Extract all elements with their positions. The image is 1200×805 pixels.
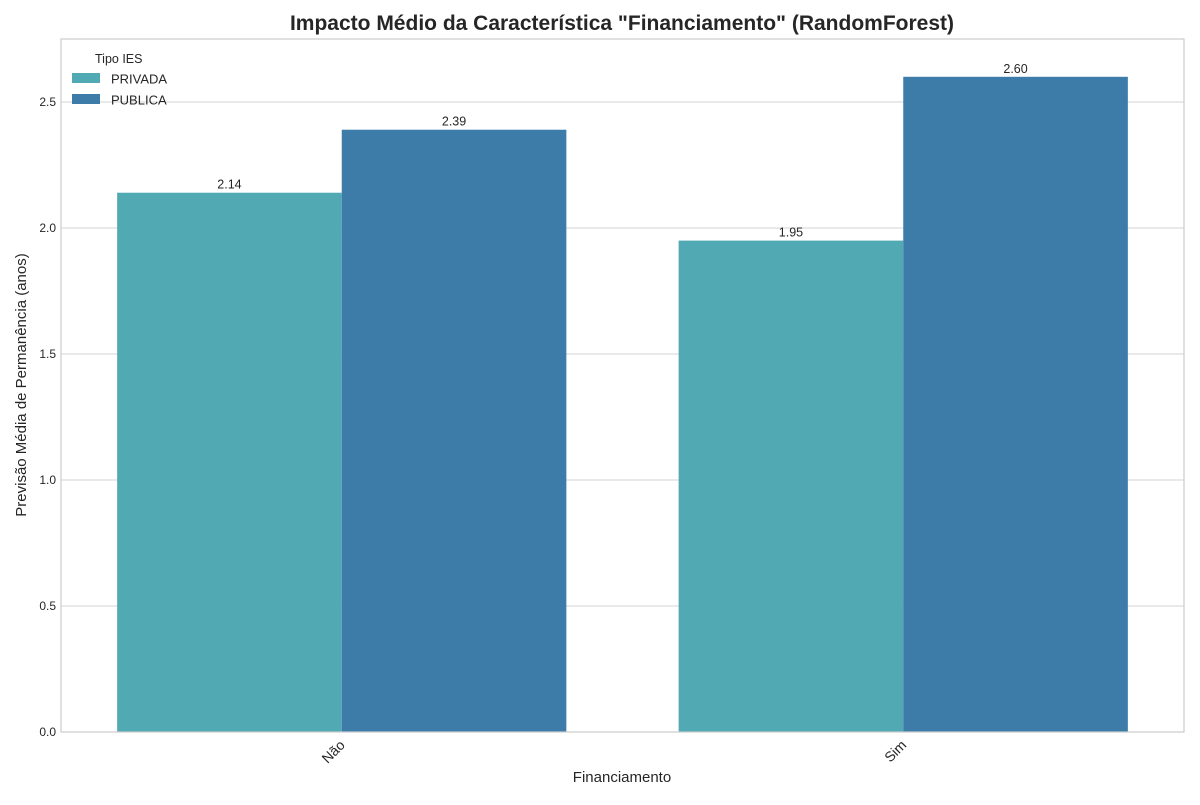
legend: Tipo IES PRIVADA PUBLICA [72, 52, 167, 108]
bar-value-label: 2.60 [1003, 62, 1027, 76]
legend-title: Tipo IES [95, 52, 142, 66]
bar-value-label: 2.39 [442, 115, 466, 129]
x-tick-label: Não [318, 737, 348, 767]
bar-value-labels: 2.14 2.39 1.95 2.60 [217, 62, 1027, 240]
bar-privada-1 [678, 240, 904, 732]
bar-publica-0 [341, 129, 567, 733]
legend-swatch-publica [72, 94, 100, 104]
legend-swatch-privada [72, 73, 100, 83]
legend-label-publica: PUBLICA [111, 93, 167, 108]
y-tick-label: 1.5 [39, 347, 56, 361]
y-tick-label: 0.5 [39, 599, 56, 613]
y-tick-label: 1.0 [39, 473, 56, 487]
chart-title: Impacto Médio da Característica "Financi… [290, 12, 954, 35]
bars [117, 76, 1128, 733]
y-tick-label: 0.0 [39, 725, 56, 739]
bar-value-label: 2.14 [217, 178, 241, 192]
plot-frame [60, 38, 1185, 733]
y-tick-label: 2.5 [39, 95, 56, 109]
bar-privada-0 [117, 192, 342, 733]
bar-publica-1 [903, 76, 1128, 733]
bar-value-label: 1.95 [779, 226, 803, 240]
x-axis-label: Financiamento [573, 769, 671, 786]
y-tick-label: 2.0 [39, 221, 56, 235]
y-axis-label: Previsão Média de Permanência (anos) [13, 253, 30, 516]
x-ticks: Não Sim [318, 737, 909, 767]
x-tick-label: Sim [881, 737, 909, 765]
y-ticks: 0.0 0.5 1.0 1.5 2.0 2.5 [39, 95, 56, 739]
legend-label-privada: PRIVADA [111, 72, 167, 87]
